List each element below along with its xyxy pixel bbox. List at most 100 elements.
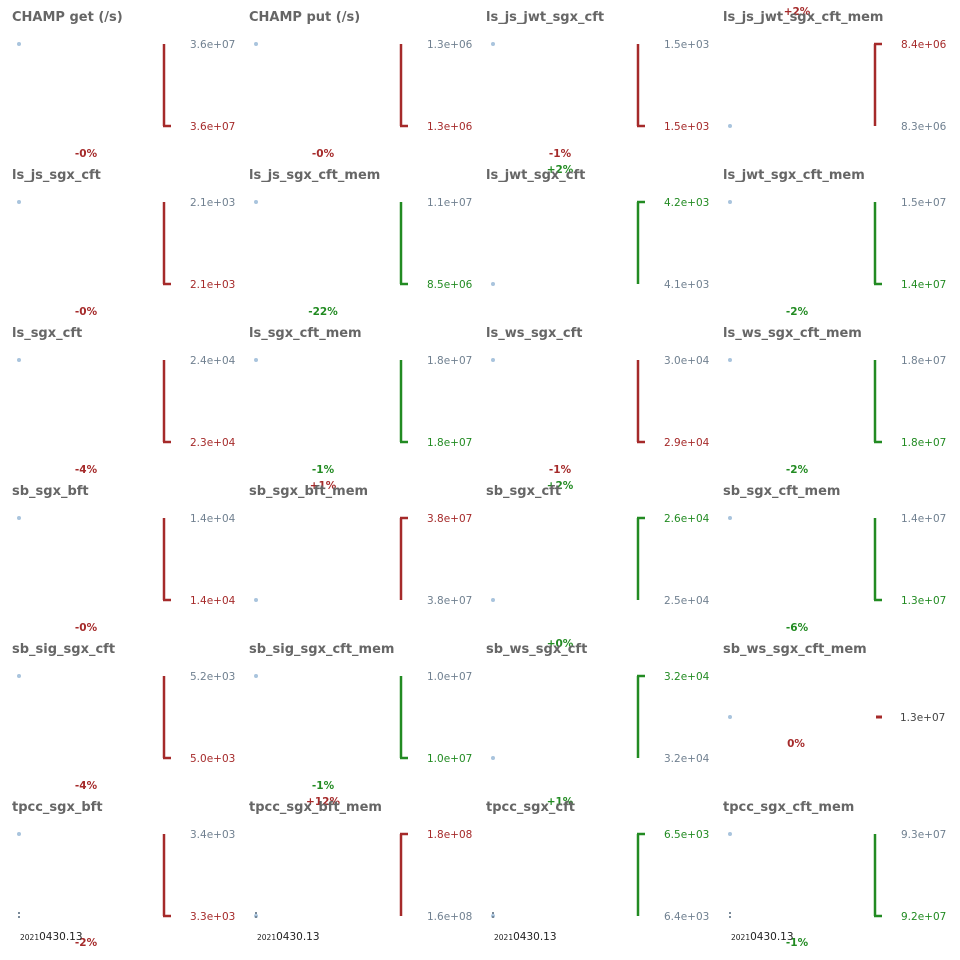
bottom-value-label: 5.0e+03	[190, 753, 235, 765]
change-label: -0%	[75, 622, 98, 634]
data-point-first	[17, 516, 21, 520]
top-value-label: 1.4e+07	[901, 513, 946, 525]
panel-chart-18: 3.2e+04 3.2e+04 +0%	[491, 638, 710, 765]
bottom-value-label: 2.1e+03	[190, 279, 235, 291]
data-point-cluster	[18, 912, 20, 918]
data-point-first	[491, 282, 495, 286]
panel-15: 1.4e+07 1.3e+07 -6% sb_sgx_cft_mem	[711, 474, 948, 634]
panel-title: tpcc_sgx_bft	[12, 800, 103, 815]
panel-title: sb_sgx_bft_mem	[249, 484, 369, 499]
panel-9: 1.8e+07 1.8e+07 -1% ls_sgx_cft_mem	[237, 316, 474, 476]
panel-title: sb_ws_sgx_cft_mem	[723, 642, 867, 657]
change-label: -1%	[312, 780, 335, 792]
panel-title: sb_sig_sgx_cft_mem	[249, 642, 395, 657]
bottom-value-label: 1.0e+07	[427, 753, 472, 765]
bottom-value-label: 1.4e+07	[901, 279, 946, 291]
change-label: +0%	[547, 638, 574, 650]
top-value-label: 1.5e+07	[901, 197, 946, 209]
change-label: -2%	[786, 306, 809, 318]
data-point-first	[491, 598, 495, 602]
panel-16: 5.2e+03 5.0e+03 -4% sb_sig_sgx_cft	[0, 632, 237, 792]
bottom-value-label: 8.3e+06	[901, 121, 947, 133]
data-point-first	[17, 832, 21, 836]
bottom-value-label: 2.3e+04	[190, 437, 236, 449]
bottom-value-label: 1.5e+03	[664, 121, 709, 133]
data-point-first	[254, 42, 258, 46]
change-label: -4%	[75, 464, 98, 476]
data-point-first	[491, 756, 495, 760]
panel-0: 3.6e+07 3.6e+07 -0% CHAMP get (/s)	[0, 0, 237, 160]
panel-title: ls_js_jwt_sgx_cft_mem	[723, 10, 884, 25]
panel-2: 1.5e+03 1.5e+03 -1% ls_js_jwt_sgx_cft	[474, 0, 711, 160]
data-point-first	[728, 124, 732, 128]
panel-title: ls_jwt_sgx_cft_mem	[723, 168, 865, 183]
bottom-value-label: 6.4e+03	[664, 911, 709, 923]
bottom-value-label: 3.6e+07	[190, 121, 235, 133]
top-value-label: 3.0e+04	[664, 355, 710, 367]
panel-chart-21: 1.8e+08 1.6e+08 +12% 20210430.13	[254, 796, 472, 943]
top-value-label: 3.6e+07	[190, 39, 235, 51]
data-point-first	[728, 516, 732, 520]
data-point-first	[728, 715, 732, 719]
change-label: +2%	[547, 164, 574, 176]
panel-chart-1: 1.3e+06 1.3e+06 -0%	[254, 39, 473, 160]
panel-12: 1.4e+04 1.4e+04 -0% sb_sgx_bft	[0, 474, 237, 634]
top-value-label: 1.3e+06	[427, 39, 473, 51]
bottom-value-label: 1.8e+07	[901, 437, 946, 449]
bottom-value-label: 4.1e+03	[664, 279, 709, 291]
panel-chart-14: 2.6e+04 2.5e+04 +2%	[491, 480, 710, 607]
panel-chart-12: 1.4e+04 1.4e+04 -0%	[17, 513, 236, 634]
panel-title: sb_sgx_cft	[486, 484, 562, 499]
change-label: +1%	[547, 796, 574, 808]
data-point-first	[254, 674, 258, 678]
change-label: -0%	[312, 148, 335, 160]
panel-title: ls_js_jwt_sgx_cft	[486, 10, 605, 25]
change-label: +12%	[306, 796, 340, 808]
top-value-label: 2.6e+04	[664, 513, 710, 525]
panel-23: 9.3e+07 9.2e+07 -1% 20210430.13 tpcc_sgx_cft…	[711, 790, 948, 949]
bottom-value-label: 2.9e+04	[664, 437, 710, 449]
panel-chart-7: 1.5e+07 1.4e+07 -2%	[728, 197, 946, 318]
top-value-label: 3.8e+07	[427, 513, 472, 525]
panel-chart-5: 1.1e+07 8.5e+06 -22%	[254, 197, 473, 318]
top-value-label: 1.5e+03	[664, 39, 709, 51]
change-label: -2%	[786, 464, 809, 476]
bottom-value-label: 3.8e+07	[427, 595, 472, 607]
panel-title: ls_js_sgx_cft	[12, 168, 101, 183]
top-value-label: 5.2e+03	[190, 671, 235, 683]
data-point-first	[728, 358, 732, 362]
panel-chart-16: 5.2e+03 5.0e+03 -4%	[17, 671, 235, 792]
date-axis-label: 20210430.13	[20, 931, 83, 943]
change-label: -1%	[312, 464, 335, 476]
bottom-value-label: 3.2e+04	[664, 753, 710, 765]
panel-title: CHAMP put (/s)	[249, 10, 361, 25]
panel-chart-6: 4.2e+03 4.1e+03 +2%	[491, 164, 709, 291]
panel-title: ls_jwt_sgx_cft	[486, 168, 586, 183]
panel-title: ls_ws_sgx_cft_mem	[723, 326, 862, 341]
panel-title: tpcc_sgx_cft_mem	[723, 800, 855, 815]
bottom-value-label: 1.4e+04	[190, 595, 236, 607]
change-label: -0%	[75, 306, 98, 318]
panel-chart-15: 1.4e+07 1.3e+07 -6%	[728, 513, 946, 634]
panel-chart-23: 9.3e+07 9.2e+07 -1%20210430.13	[728, 829, 946, 949]
top-value-label: 4.2e+03	[664, 197, 709, 209]
top-value-label: 1.8e+07	[901, 355, 946, 367]
bottom-value-label: 9.2e+07	[901, 911, 946, 923]
data-point-first	[17, 674, 21, 678]
bottom-value-label: 1.6e+08	[427, 911, 472, 923]
panel-chart-0: 3.6e+07 3.6e+07 -0%	[17, 39, 235, 160]
panel-22: 6.5e+03 6.4e+03 +1% 20210430.13 tpcc_sgx_cft	[474, 790, 711, 948]
data-point-first	[17, 42, 21, 46]
panel-title: tpcc_sgx_cft	[486, 800, 575, 815]
data-point-first	[728, 200, 732, 204]
panel-title: sb_sgx_cft_mem	[723, 484, 841, 499]
panel-17: 1.0e+07 1.0e+07 -1% sb_sig_sgx_cft_mem	[237, 632, 474, 792]
bottom-value-label: 1.3e+07	[901, 595, 946, 607]
change-label: -4%	[75, 780, 98, 792]
bottom-value-label: 2.5e+04	[664, 595, 710, 607]
date-axis-label: 20210430.13	[257, 931, 320, 943]
top-value-label: 1.0e+07	[427, 671, 472, 683]
panel-8: 2.4e+04 2.3e+04 -4% ls_sgx_cft	[0, 316, 237, 476]
change-label: +2%	[784, 6, 811, 18]
top-value-label: 3.4e+03	[190, 829, 235, 841]
